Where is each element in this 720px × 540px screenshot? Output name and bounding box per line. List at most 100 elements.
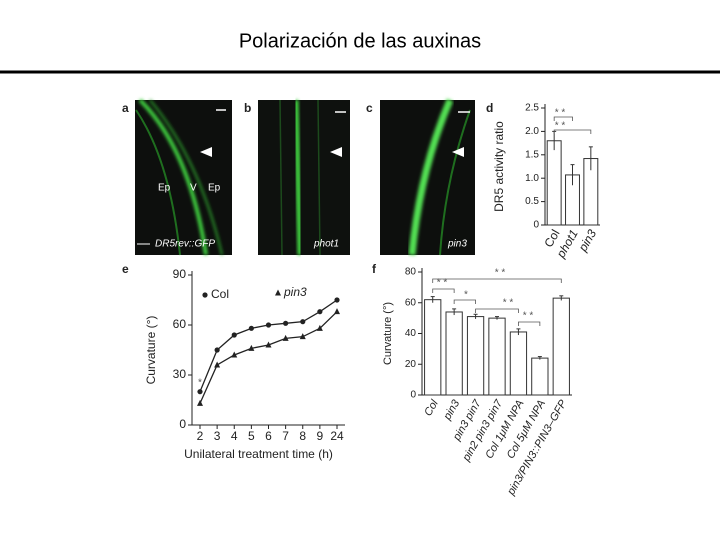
- point: [248, 344, 255, 351]
- gfp-signal: [293, 99, 303, 256]
- significance-label: *: [198, 378, 202, 389]
- gfp-signal: [138, 98, 208, 256]
- x-tick-label: 8: [299, 429, 306, 443]
- gfp-signal: [439, 109, 471, 256]
- point: [300, 319, 306, 325]
- x-tick-label: pin3: [441, 397, 463, 423]
- y-tick-label: 60: [173, 317, 187, 331]
- significance-label: * *: [495, 268, 506, 279]
- slide-title: Polarización de las auxinas: [239, 30, 481, 52]
- tissue-label: V: [190, 183, 197, 194]
- bar: [509, 331, 528, 396]
- point: [334, 308, 340, 315]
- bar: [424, 299, 442, 396]
- point: [299, 333, 306, 340]
- y-tick-label: 30: [173, 367, 187, 381]
- legend-label: pin3: [283, 285, 307, 299]
- significance-label: * *: [437, 278, 448, 289]
- x-tick-label: 5: [248, 429, 255, 443]
- significance-bracket: [432, 288, 455, 293]
- panel-label: e: [122, 262, 129, 276]
- legend-symbol: [275, 289, 281, 296]
- panel-label: c: [366, 101, 373, 115]
- micrograph-caption: DR5rev::GFP: [155, 239, 215, 250]
- point: [231, 332, 237, 338]
- bar: [531, 357, 549, 396]
- point: [282, 334, 289, 341]
- y-tick-label: 90: [173, 267, 187, 281]
- significance-label: * *: [523, 311, 534, 322]
- point: [317, 309, 323, 315]
- tissue-label: Ep: [208, 183, 221, 194]
- point: [265, 322, 272, 328]
- bar: [546, 140, 562, 226]
- gfp-signal: [408, 98, 454, 256]
- bar: [488, 317, 506, 396]
- y-axis-label: Curvature (°): [382, 302, 394, 365]
- point: [283, 320, 289, 326]
- micrograph: b phot1: [244, 99, 350, 256]
- gfp-signal: [135, 109, 181, 256]
- arrowhead: [330, 147, 342, 157]
- x-tick-label: pin3: [575, 227, 599, 255]
- point: [265, 341, 272, 348]
- point: [334, 297, 340, 303]
- bar: [552, 297, 570, 396]
- micrograph: a Ep V Ep DR5rev::GFP: [122, 98, 232, 256]
- y-tick-label: 80: [405, 267, 417, 278]
- micrograph: c pin3: [366, 98, 475, 256]
- significance-bracket: [553, 129, 592, 134]
- y-tick-label: 20: [405, 359, 417, 370]
- x-tick-label: Col: [422, 397, 441, 418]
- micrograph-caption: phot1: [313, 239, 339, 250]
- point: [316, 324, 323, 331]
- cell-wall: [279, 99, 321, 256]
- x-tick-label: 24: [330, 429, 344, 443]
- panel-label: b: [244, 101, 251, 115]
- legend-label: Col: [211, 287, 229, 301]
- x-tick-label: 2: [197, 429, 204, 443]
- x-tick-label: 6: [265, 429, 272, 443]
- point: [197, 389, 203, 395]
- significance-label: * *: [555, 108, 566, 119]
- point: [231, 351, 238, 358]
- significance-label: *: [464, 290, 468, 301]
- y-tick-label: 2.0: [525, 126, 539, 137]
- bar: [445, 311, 463, 396]
- y-tick-label: 1.5: [525, 149, 539, 160]
- x-tick-label: 9: [317, 429, 324, 443]
- legend-symbol: [202, 292, 208, 298]
- significance-label: * *: [555, 121, 566, 132]
- y-tick-label: 2.5: [525, 103, 539, 114]
- significance-bracket: [453, 299, 476, 304]
- panel-label: a: [122, 101, 129, 115]
- panel-label: f: [372, 262, 377, 276]
- arrowhead: [200, 147, 212, 157]
- panel-label: d: [486, 101, 493, 115]
- significance-bracket: [553, 116, 573, 121]
- tissue-label: Ep: [158, 183, 171, 194]
- y-tick-label: 0.5: [525, 196, 539, 207]
- significance-bracket: [432, 278, 562, 283]
- significance-bracket: [475, 308, 519, 313]
- point: [197, 399, 203, 406]
- image-bg: [135, 100, 232, 255]
- micrograph-caption: pin3: [447, 239, 467, 250]
- arrowhead: [452, 147, 464, 157]
- image-bg: [258, 100, 350, 255]
- y-tick-label: 0: [533, 220, 539, 231]
- point: [248, 325, 254, 331]
- point: [214, 361, 221, 368]
- bar: [466, 316, 485, 396]
- y-axis-label: Curvature (°): [144, 316, 158, 385]
- y-axis-label: DR5 activity ratio: [492, 121, 506, 212]
- y-tick-label: 60: [405, 297, 417, 308]
- y-tick-label: 1.0: [525, 173, 539, 184]
- x-tick-label: 3: [214, 429, 221, 443]
- x-tick-label: 4: [231, 429, 238, 443]
- significance-bracket: [518, 321, 541, 326]
- gfp-signal: [149, 99, 223, 256]
